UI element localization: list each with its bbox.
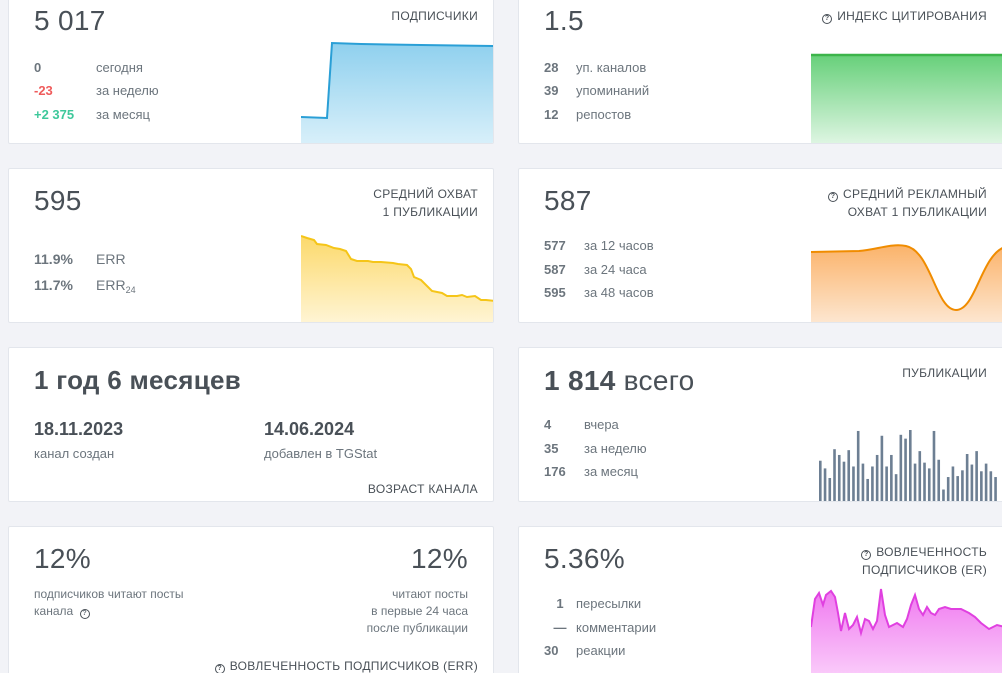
posts-bar [866, 478, 869, 501]
created-date: 18.11.2023 [34, 419, 124, 439]
er-label: ? ВОВЛЕЧЕННОСТЬ ПОДПИСЧИКОВ (ER) [861, 545, 987, 577]
posts-bar [847, 450, 851, 501]
err-left-value: 12% [34, 543, 91, 574]
posts-bar [984, 463, 988, 501]
posts-bar [994, 477, 997, 501]
added-label: добавлен в TGStat [264, 446, 378, 461]
avg-reach-sparkline [301, 235, 493, 322]
posts-bar [927, 468, 931, 501]
avg-reach-row-err: 11.9% ERR [34, 251, 126, 267]
posts-bar [909, 430, 912, 501]
posts-bar [932, 430, 936, 501]
posts-bar [980, 471, 983, 501]
avg-reach-value: 595 [34, 185, 82, 216]
posts-bar [875, 454, 879, 501]
avg-reach-label: СРЕДНИЙ ОХВАТ 1 ПУБЛИКАЦИИ [373, 187, 478, 219]
posts-bar [946, 477, 950, 501]
ad-reach-row-12h: 577 за 12 часов [544, 238, 654, 253]
posts-bar [913, 463, 917, 501]
posts-card[interactable]: 1 814 всего ПУБЛИКАЦИИ 4 вчера 35 за недел… [518, 347, 1002, 502]
help-icon[interactable]: ? [822, 14, 833, 24]
subscribers-label: ПОДПИСЧИКИ [391, 9, 478, 23]
posts-label: ПУБЛИКАЦИИ [902, 366, 987, 380]
added-date: 14.06.2024 [264, 419, 355, 439]
subscribers-row-week: -23 за неделю [34, 83, 159, 98]
er-value: 5.36% [544, 543, 625, 574]
citation-value: 1.5 [544, 5, 584, 36]
posts-bar [871, 466, 874, 501]
ad-reach-row-24h: 587 за 24 часа [544, 262, 647, 277]
ad-reach-label: ? СРЕДНИЙ РЕКЛАМНЫЙ ОХВАТ 1 ПУБЛИКАЦИИ [828, 185, 987, 221]
posts-bar [894, 474, 898, 501]
help-icon[interactable]: ? [828, 192, 839, 202]
posts-bar [885, 466, 888, 501]
posts-bar [918, 451, 922, 501]
posts-bar [861, 463, 865, 501]
posts-bar [899, 434, 903, 501]
help-icon[interactable]: ? [214, 664, 225, 673]
citation-row-reposts: 12 репостов [544, 107, 632, 122]
citation-sparkline [811, 53, 1002, 143]
channel-age-card[interactable]: 1 год 6 месяцев 18.11.2023 канал создан … [8, 347, 494, 502]
posts-bar [904, 438, 907, 501]
posts-bar [970, 464, 974, 501]
channel-age-value: 1 год 6 месяцев [34, 365, 242, 395]
posts-bar [819, 460, 822, 501]
citation-row-channels: 28 уп. каналов [544, 60, 647, 75]
posts-row-yesterday: 4 вчера [544, 417, 619, 432]
citation-row-mentions: 39 упоминаний [544, 83, 650, 98]
help-icon[interactable]: ? [79, 609, 90, 619]
posts-bar [823, 468, 827, 501]
avg-reach-row-err24: 11.7% ERR24 [34, 277, 136, 295]
citation-label: ? ИНДЕКС ЦИТИРОВАНИЯ [822, 7, 987, 25]
posts-bar [890, 454, 893, 501]
subscribers-value: 5 017 [34, 5, 106, 36]
posts-row-week: 35 за неделю [544, 441, 647, 456]
posts-value: 1 814 всего [544, 365, 695, 396]
posts-bar [852, 466, 855, 501]
posts-bar [942, 489, 945, 501]
er-sparkline [811, 588, 1002, 673]
subscribers-row-today: 0 сегодня [34, 60, 143, 75]
posts-bar [833, 449, 836, 501]
ad-reach-card[interactable]: 587 ? СРЕДНИЙ РЕКЛАМНЫЙ ОХВАТ 1 ПУБЛИКАЦИ… [518, 168, 1002, 323]
created-label: канал создан [34, 446, 115, 461]
posts-bar [951, 466, 955, 501]
err-card[interactable]: 12% подписчиков читают посты канала ? 12… [8, 526, 494, 673]
ad-reach-value: 587 [544, 185, 592, 216]
citation-card[interactable]: 1.5 ? ИНДЕКС ЦИТИРОВАНИЯ 28 уп. каналов 39… [518, 0, 1002, 144]
ad-reach-row-48h: 595 за 48 часов [544, 285, 654, 300]
posts-bar [965, 454, 969, 501]
avg-reach-card[interactable]: 595 СРЕДНИЙ ОХВАТ 1 ПУБЛИКАЦИИ 11.9% ERR … [8, 168, 494, 323]
subscribers-card[interactable]: 5 017 ПОДПИСЧИКИ 0 сегодня -23 за неделю +… [8, 0, 494, 144]
er-row-comments: — комментарии [553, 620, 657, 635]
posts-bar [975, 451, 978, 501]
subscribers-row-month: +2 375 за месяц [34, 107, 150, 122]
posts-bar [956, 476, 959, 501]
posts-bar [937, 459, 941, 501]
posts-bar [989, 471, 993, 501]
posts-bar [880, 435, 884, 501]
posts-bar-chart [819, 430, 997, 501]
posts-bar [856, 430, 860, 501]
err-left-text: подписчиков читают посты канала ? [34, 587, 184, 619]
posts-bar [923, 462, 926, 501]
posts-bar [961, 470, 964, 501]
ad-reach-sparkline [811, 244, 1002, 322]
er-row-forwards: 1 пересылки [556, 596, 642, 611]
posts-row-month: 176 за месяц [544, 464, 638, 479]
err-right-text: читают посты в первые 24 часа после публ… [366, 587, 468, 635]
posts-bar [842, 461, 846, 501]
subscribers-sparkline [301, 41, 493, 143]
channel-age-label: ВОЗРАСТ КАНАЛА [367, 482, 478, 496]
posts-bar [828, 478, 832, 501]
posts-bar [837, 454, 841, 501]
err-label: ? ВОВЛЕЧЕННОСТЬ ПОДПИСЧИКОВ (ERR) [214, 657, 478, 673]
er-row-reactions: 30 реакции [544, 643, 626, 658]
help-icon[interactable]: ? [861, 550, 872, 560]
err-right-value: 12% [411, 543, 468, 574]
